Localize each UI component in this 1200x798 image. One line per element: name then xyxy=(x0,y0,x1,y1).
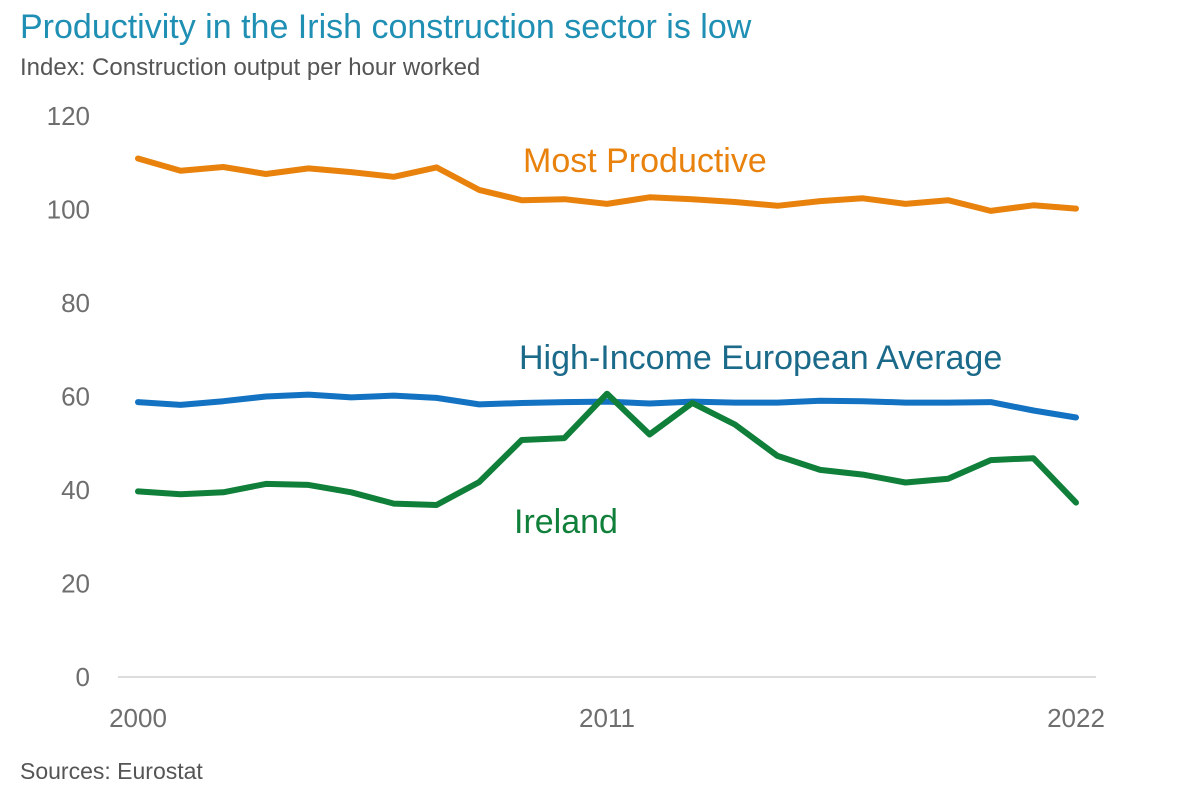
y-tick-label: 100 xyxy=(47,195,90,225)
series-line-ireland xyxy=(135,390,1079,508)
y-tick-label: 20 xyxy=(61,569,90,599)
series-label-ireland: Ireland xyxy=(514,503,618,541)
y-tick-label: 80 xyxy=(61,288,90,318)
series-lines xyxy=(135,155,1079,508)
x-tick-label: 2022 xyxy=(1047,703,1105,733)
y-axis-ticks: 0 20 40 60 80 100 120 xyxy=(47,101,90,692)
series-label-high-income-european-average: High-Income European Average xyxy=(519,339,1002,377)
source-note: Sources: Eurostat xyxy=(20,758,203,784)
series-label-most-productive: Most Productive xyxy=(523,142,767,180)
series-labels: Most Productive High-Income European Aver… xyxy=(514,142,1002,541)
chart-subtitle: Index: Construction output per hour work… xyxy=(20,54,481,81)
y-tick-label: 60 xyxy=(61,382,90,412)
x-axis-ticks: 2000 2011 2022 xyxy=(109,703,1105,733)
x-tick-label: 2011 xyxy=(579,703,635,733)
y-tick-label: 120 xyxy=(47,101,90,131)
x-tick-label: 2000 xyxy=(109,703,167,733)
series-line-high-income-european-average xyxy=(135,391,1079,421)
series-line-most-productive xyxy=(135,155,1079,214)
chart-title: Productivity in the Irish construction s… xyxy=(20,8,752,46)
y-tick-label: 40 xyxy=(61,475,90,505)
y-tick-label: 0 xyxy=(76,662,90,692)
